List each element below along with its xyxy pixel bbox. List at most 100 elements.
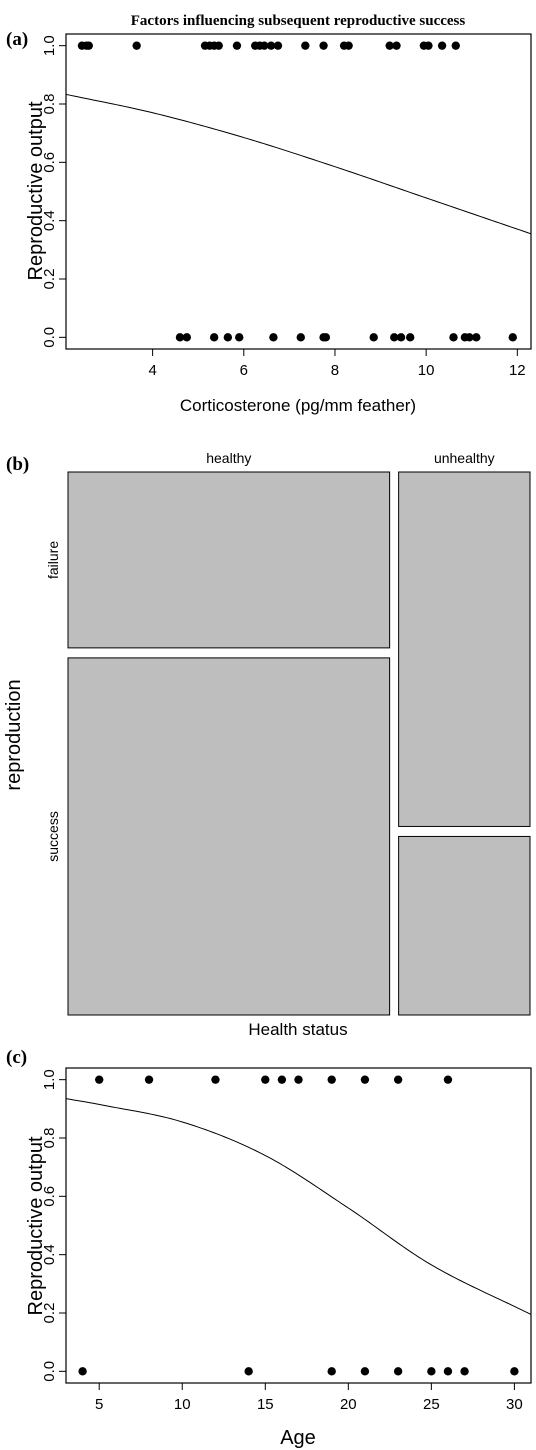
y-tick-label: 0.6 (41, 1186, 58, 1207)
panel-a: (a) Reproductive output Corticosterone (… (6, 29, 532, 415)
panel-c-points (78, 1075, 519, 1376)
panel-c: (c) Reproductive output Age 5 10 15 20 25 30 … (6, 1047, 532, 1449)
data-point (443, 1075, 453, 1084)
x-tick-label: 4 (148, 362, 156, 379)
data-point (321, 333, 331, 342)
y-tick-label: 0.4 (41, 210, 58, 231)
data-point (360, 1367, 370, 1376)
x-tick-label: 30 (506, 1396, 523, 1413)
mosaic-cell-healthy-success (67, 657, 391, 1016)
x-tick-label: 10 (174, 1396, 191, 1413)
row-label-success: success (45, 811, 61, 862)
data-point (296, 333, 305, 342)
data-point (260, 41, 269, 50)
data-point (273, 41, 283, 50)
panel-a-label: (a) (6, 29, 28, 50)
panel-c-label: (c) (6, 1047, 27, 1068)
data-point (132, 41, 141, 50)
panel-a-xlabel: Corticosterone (pg/mm feather) (180, 396, 416, 415)
panel-a-x-axis: 4 6 8 10 12 (148, 349, 526, 379)
data-point (277, 1075, 287, 1084)
column-label-unhealthy: unhealthy (434, 450, 495, 466)
panel-c-x-axis: 5 10 15 20 25 30 (95, 1383, 523, 1413)
x-tick-label: 10 (418, 362, 435, 379)
data-point (393, 1367, 403, 1376)
data-point (144, 1075, 154, 1084)
y-tick-label: 0.8 (41, 94, 58, 115)
data-point (508, 333, 517, 342)
y-tick-label: 0.2 (41, 1303, 58, 1324)
x-tick-label: 20 (340, 1396, 357, 1413)
data-point (385, 41, 394, 50)
data-point (78, 1367, 87, 1376)
panel-a-y-axis: 0.0 0.2 0.4 0.6 0.8 1.0 (41, 35, 66, 348)
data-point (392, 41, 401, 50)
data-point (95, 1075, 104, 1084)
x-tick-label: 12 (509, 362, 526, 379)
y-tick-label: 0.0 (41, 327, 58, 348)
mosaic-cell-healthy-failure (67, 471, 391, 649)
y-tick-label: 1.0 (41, 35, 58, 56)
data-point (327, 1367, 336, 1376)
data-point (369, 333, 378, 342)
data-point (266, 41, 276, 50)
data-point (235, 333, 244, 342)
panel-a-frame (65, 33, 532, 350)
x-tick-label: 5 (95, 1396, 103, 1413)
data-point (223, 333, 233, 342)
panel-b-mosaic: healthy unhealthy failure success (45, 450, 531, 1016)
data-point (465, 333, 474, 342)
y-tick-label: 0.6 (41, 152, 58, 173)
fit-curve-line (65, 93, 532, 235)
data-point (460, 1367, 469, 1376)
mosaic-cell-unhealthy-success (398, 835, 531, 1016)
y-tick-label: 0.0 (41, 1361, 58, 1382)
data-point (319, 41, 328, 50)
data-point (294, 1075, 303, 1084)
y-tick-label: 0.8 (41, 1128, 58, 1149)
data-point (424, 41, 433, 50)
data-point (449, 333, 458, 342)
x-tick-label: 15 (257, 1396, 274, 1413)
data-point (301, 41, 310, 50)
data-point (244, 1367, 253, 1376)
y-tick-label: 1.0 (41, 1069, 58, 1090)
data-point (182, 333, 192, 342)
data-point (360, 1075, 370, 1084)
panel-b: (b) reproduction Health status healthy un… (3, 450, 531, 1039)
x-tick-label: 25 (423, 1396, 440, 1413)
panel-b-label: (b) (6, 454, 29, 475)
panel-c-xlabel: Age (280, 1427, 316, 1449)
panel-a-fit-curve (65, 93, 532, 235)
data-point (393, 1075, 403, 1084)
data-point (390, 333, 399, 342)
x-tick-label: 8 (331, 362, 339, 379)
row-label-failure: failure (45, 541, 61, 579)
panel-c-fit-curve (65, 1098, 532, 1315)
panel-b-xlabel: Health status (248, 1020, 347, 1039)
data-point (209, 333, 219, 342)
data-point (443, 1367, 453, 1376)
fit-curve-line (65, 1098, 532, 1315)
panel-b-ylabel: reproduction (3, 679, 25, 790)
y-tick-label: 0.4 (41, 1244, 58, 1265)
data-point (232, 41, 242, 50)
data-point (344, 41, 353, 50)
data-point (472, 333, 481, 342)
data-point (437, 41, 447, 50)
panel-c-y-axis: 0.0 0.2 0.4 0.6 0.8 1.0 (41, 1069, 66, 1382)
column-label-healthy: healthy (206, 450, 251, 466)
data-point (405, 333, 415, 342)
data-point (269, 333, 278, 342)
data-point (214, 41, 223, 50)
panel-a-points (77, 41, 517, 342)
data-point (327, 1075, 336, 1084)
data-point (261, 1075, 270, 1084)
x-tick-label: 6 (240, 362, 248, 379)
panel-c-frame (65, 1067, 532, 1384)
data-point (396, 333, 406, 342)
panel-a-ylabel: Reproductive output (25, 101, 47, 280)
mosaic-cell-unhealthy-failure (398, 471, 531, 827)
data-point (175, 333, 185, 342)
